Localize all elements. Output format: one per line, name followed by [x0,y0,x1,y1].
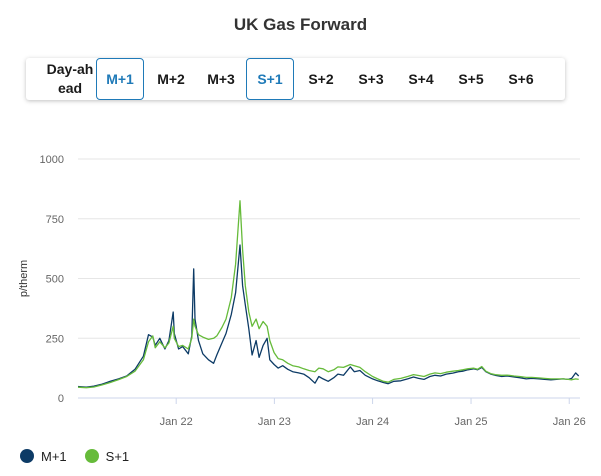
tab-m-1[interactable]: M+1 [96,58,144,100]
chart-legend: M+1 S+1 [20,446,147,466]
y-tick-label: 1000 [40,154,64,166]
tab-s-5[interactable]: S+5 [458,70,484,87]
y-axis-title: p/therm [18,260,30,297]
x-tick-label: Jan 22 [160,416,193,428]
series-line-s-1[interactable] [77,200,579,389]
x-tick-label: Jan 25 [455,416,488,428]
legend-marker [84,449,99,463]
legend-marker [20,449,34,463]
legend-label: S+1 [105,448,130,464]
tab-s-4[interactable]: S+4 [408,70,434,87]
contract-tab-bar: Day-ahead M+1 M+2 M+3 S+1 S+2 S+3 S+4 S+5 S+6 [26,58,565,100]
tab-s-1[interactable]: S+1 [246,58,294,100]
x-tick-label: Jan 23 [258,416,291,428]
x-tick-label: Jan 26 [553,416,586,428]
tab-s-2[interactable]: S+2 [308,70,334,87]
legend-label: M+1 [41,448,67,464]
y-tick-label: 250 [46,333,64,345]
y-tick-label: 750 [46,214,64,226]
tab-s-6[interactable]: S+6 [508,70,534,87]
y-tick-label: 500 [46,274,64,286]
chart-title: UK Gas Forward [233,15,368,34]
tab-day-ahead[interactable]: Day-ahead [46,61,94,96]
tab-s-3[interactable]: S+3 [358,70,384,87]
legend-item-s-1[interactable]: S+1 [84,448,130,464]
x-tick-label: Jan 24 [356,416,389,428]
series-line-m-1[interactable] [77,244,580,388]
legend-item-m-1[interactable]: M+1 [20,449,67,464]
tab-m-3[interactable]: M+3 [207,70,235,87]
tab-m-2[interactable]: M+2 [157,70,185,87]
y-tick-label: 0 [58,393,64,405]
line-chart: 0 250 500 750 1000 p/therm Jan 22 Jan 23 Jan 24 J… [18,154,586,428]
